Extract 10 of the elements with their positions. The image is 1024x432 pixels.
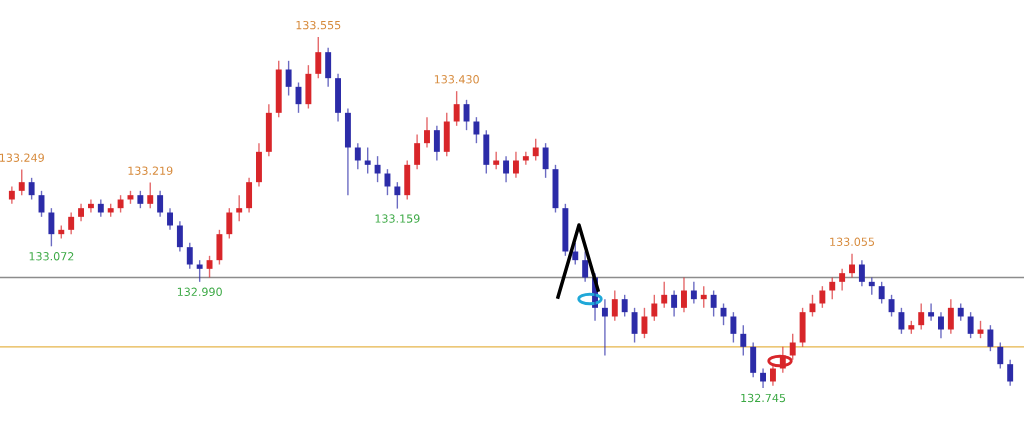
annotation: 133.219 [128,166,173,175]
annotation: 133.159 [375,214,420,223]
annotation: 133.055 [830,237,875,246]
annotation: 132.990 [177,287,222,296]
annotation: 133.072 [29,252,74,261]
candlestick [364,146,371,175]
annotation: 133.555 [296,20,341,30]
annotation: 132.745 [741,393,786,403]
annotation: 133.249 [0,153,44,162]
annotation: 133.430 [434,75,479,84]
